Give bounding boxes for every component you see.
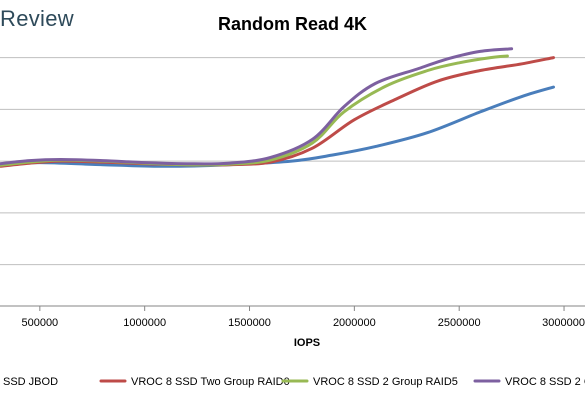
legend: SSD JBOD VROC 8 SSD Two Group RAID0 VROC 8… xyxy=(3,376,585,388)
series-lines xyxy=(0,47,555,168)
x-tick-label-0: 500000 xyxy=(21,317,58,329)
x-tick-label-3: 2000000 xyxy=(333,317,376,329)
x-tick-label-4: 2500000 xyxy=(438,317,481,329)
x-tick-label-2: 1500000 xyxy=(228,317,271,329)
brand-logo-text: Review xyxy=(0,6,74,31)
x-tick-label-1: 1000000 xyxy=(123,317,166,329)
x-axis-ticks: 500000 1000000 1500000 2000000 2500000 300000… xyxy=(21,306,585,329)
series-line-2 xyxy=(0,54,509,167)
legend-label-3: VROC 8 SSD 2 G xyxy=(505,376,585,388)
x-tick-label-5: 3000000 xyxy=(542,317,585,329)
series-line-1 xyxy=(0,56,555,168)
legend-label-1: VROC 8 SSD Two Group RAID0 xyxy=(131,376,290,388)
x-axis-title: IOPS xyxy=(294,337,320,349)
chart-title: Random Read 4K xyxy=(217,14,368,34)
series-line-0 xyxy=(0,85,555,168)
legend-label-2: VROC 8 SSD 2 Group RAID5 xyxy=(313,376,458,388)
series-line-3 xyxy=(0,47,514,166)
legend-label-0: SSD JBOD xyxy=(3,376,58,388)
